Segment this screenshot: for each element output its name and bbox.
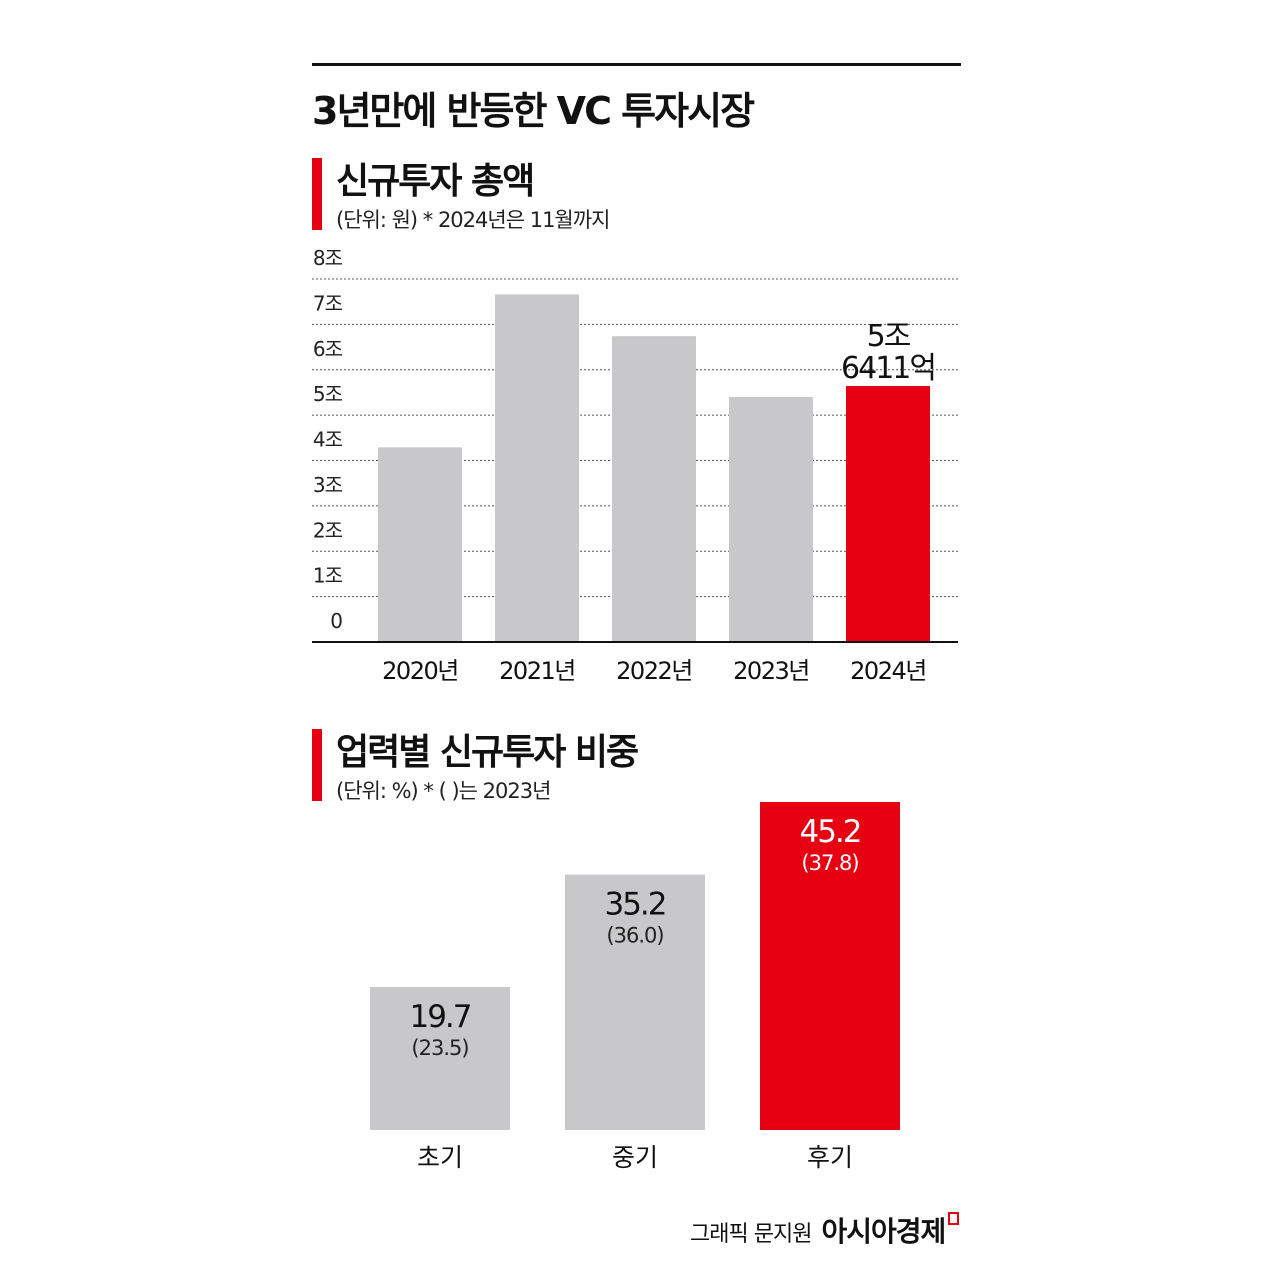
bar-2021년 (495, 294, 579, 642)
y-tick-label: 3조 (313, 473, 343, 497)
x-tick-label: 2021년 (499, 657, 575, 685)
prev-year-label: (36.0) (606, 924, 663, 948)
y-tick-label: 4조 (313, 428, 343, 452)
prev-year-label: (23.5) (411, 1036, 468, 1060)
page-title: 3년만에 반등한 VC 투자시장 (312, 89, 755, 133)
y-tick-label: 6조 (313, 337, 343, 361)
x-tick-label: 2022년 (616, 657, 692, 685)
data-label: 6411억 (841, 351, 935, 386)
y-tick-label: 1조 (313, 564, 343, 588)
prev-year-label: (37.8) (801, 851, 858, 875)
y-tick-label: 2조 (313, 518, 343, 542)
bar-2023년 (729, 396, 813, 642)
value-label: 45.2 (799, 814, 860, 850)
y-tick-label: 5조 (313, 382, 343, 406)
section-marker (312, 158, 322, 230)
chart2-subtitle: (단위: %) * ( )는 2023년 (336, 779, 551, 803)
value-label: 19.7 (409, 999, 470, 1035)
bar-2020년 (378, 447, 462, 642)
value-label: 35.2 (604, 887, 665, 923)
data-label: 5조 (867, 319, 911, 354)
bar-초기 (370, 987, 510, 1130)
logo: 아시아경제 (821, 1215, 946, 1248)
logo-mark-icon (948, 1212, 960, 1225)
chart2-title: 업력별 신규투자 비중 (336, 732, 639, 773)
x-tick-label: 초기 (417, 1143, 463, 1172)
bar-2022년 (612, 336, 696, 642)
bar-중기 (565, 874, 705, 1130)
x-tick-label: 후기 (807, 1143, 853, 1172)
top-rule (312, 63, 961, 66)
section-marker (312, 729, 322, 801)
x-tick-label: 2023년 (733, 657, 809, 685)
chart1-title: 신규투자 총액 (336, 161, 535, 202)
x-tick-label: 2020년 (382, 657, 458, 685)
x-tick-label: 중기 (612, 1143, 658, 1172)
bar-2024년 (846, 386, 930, 642)
bar-후기 (760, 802, 900, 1130)
y-tick-label: 8조 (313, 246, 343, 270)
y-tick-label: 0 (330, 609, 342, 633)
credit-text: 그래픽 문지원 (690, 1222, 812, 1247)
x-tick-label: 2024년 (850, 657, 926, 685)
chart1-subtitle: (단위: 원) * 2024년은 11월까지 (336, 208, 610, 232)
credit: 그래픽 문지원 아시아경제 (690, 1210, 960, 1250)
y-tick-label: 7조 (313, 291, 343, 315)
